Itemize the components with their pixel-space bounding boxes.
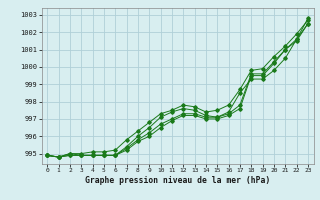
X-axis label: Graphe pression niveau de la mer (hPa): Graphe pression niveau de la mer (hPa) <box>85 176 270 185</box>
